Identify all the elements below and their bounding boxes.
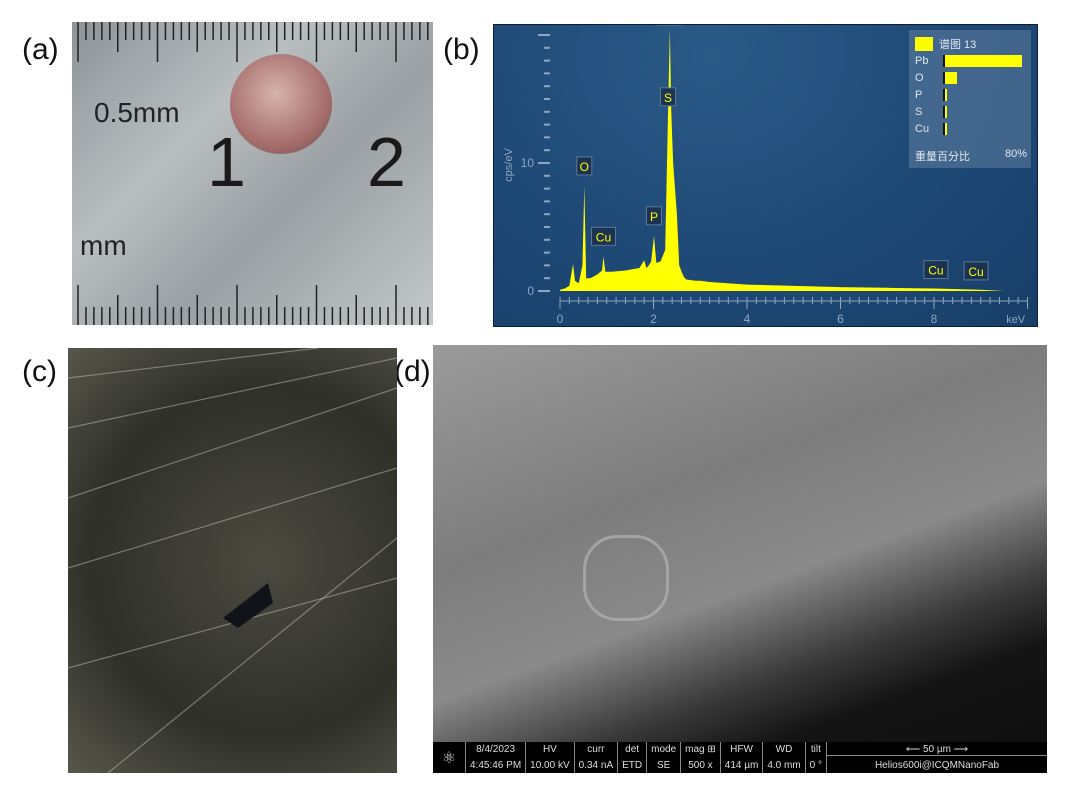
legend-row: Cu [915,120,1031,137]
sem-feature [583,535,669,621]
instrument-label: Helios600i@ICQMNanoFab [874,760,1000,771]
microscope-photo [68,348,397,773]
info-cell: HFW 414 µm [721,742,764,773]
panel-label-b: (b) [443,33,480,66]
scale-bar: ⟵ 50 µm ⟶ [827,744,1047,756]
x-tick-label: 8 [931,312,938,326]
info-cell: WD 4.0 mm [763,742,806,773]
scale-bar-label: 50 µm [923,744,951,755]
ruler-text-half-mm: 0.5mm [94,97,180,128]
legend-bar [943,105,947,118]
x-tick-label: 6 [837,312,844,326]
legend-bar [943,71,957,84]
peak-label: P [645,206,662,226]
legend-scale: 80% [1004,148,1027,160]
info-cell: HV 10.00 kV [526,742,575,773]
svg-text:P: P [650,210,658,224]
y-axis-label: cps/eV [503,148,515,182]
ruler-photo: 0.5mm mm 1 2 [72,22,433,325]
scratch-lines [68,348,397,773]
info-cell: curr 0.34 nA [575,742,619,773]
peak-label: Cu [590,226,616,246]
x-axis-label: keV [1006,314,1026,326]
sample-flake [223,583,273,628]
svg-text:O: O [580,160,589,174]
peak-label: Cu [963,261,989,281]
spectrum-area [560,28,1005,291]
y-tick-label: 10 [521,156,535,170]
peak-label: S [659,87,676,107]
svg-text:Cu: Cu [968,265,983,279]
peak-label: O [576,156,593,176]
info-cell: mag ⊞ 500 x [681,742,721,773]
info-cell: det ETD [618,742,648,773]
svg-text:Cu: Cu [928,264,943,278]
sem-image: ⚛ 8/4/2023 4:45:46 PM HV 10.00 kV curr 0.34 n… [433,345,1047,773]
info-cell: mode SE [647,742,682,773]
svg-text:S: S [664,91,672,105]
legend-title: 谱图 13 [939,39,977,51]
legend-footer: 重量百分比 [915,151,970,163]
sample-pellet [230,54,332,154]
legend-bar [943,88,947,101]
x-tick-label: 4 [744,312,751,326]
legend-bar [943,54,1022,67]
info-cell: 8/4/2023 4:45:46 PM [466,742,527,773]
legend-row: O [915,69,1031,86]
legend-row: P [915,86,1031,103]
x-tick-label: 2 [650,312,657,326]
ruler-number-2: 2 [367,123,406,201]
chart-legend: 谱图 13 Pb O P S Cu 重量百分比 80% [909,30,1031,168]
ruler-ticks [77,22,429,325]
panel-label-a: (a) [22,33,59,66]
panel-label-d: (d) [394,355,431,388]
ruler-number-1: 1 [207,123,246,201]
peak-label: Cu [923,260,949,280]
legend-swatch [915,37,933,51]
sem-info-bar: ⚛ 8/4/2023 4:45:46 PM HV 10.00 kV curr 0.34 n… [433,742,1047,773]
info-cell: tilt 0 ° [806,742,828,773]
legend-row: S [915,103,1031,120]
y-tick-label: 0 [527,284,534,298]
panel-label-c: (c) [22,355,57,388]
legend-bar [943,122,947,135]
legend-row: Pb [915,52,1031,69]
atom-icon: ⚛ [433,742,466,773]
ruler-text-mm: mm [80,230,127,261]
svg-text:Cu: Cu [596,230,611,244]
x-tick-label: 0 [557,312,564,326]
